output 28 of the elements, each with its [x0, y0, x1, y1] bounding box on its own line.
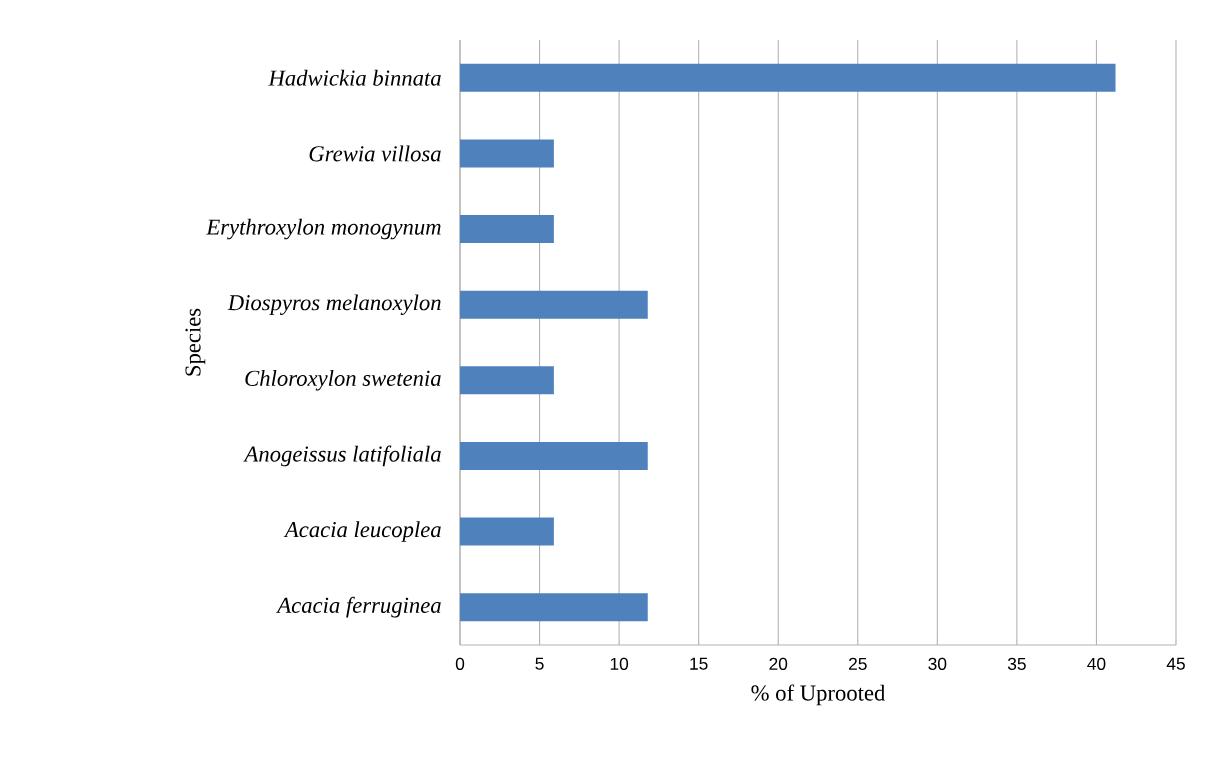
bar: [460, 290, 648, 319]
x-tick-label: 20: [769, 657, 788, 670]
bar: [460, 441, 648, 470]
bar: [460, 139, 554, 168]
y-tick-label: Chloroxylon swetenia: [245, 370, 441, 391]
y-tick-label: Acacia leucoplea: [283, 521, 441, 542]
y-tick-label: Grewia villosa: [309, 145, 441, 162]
x-tick-label: 5: [535, 657, 544, 670]
y-tick-label: Erythroxylon monogynum: [206, 218, 441, 240]
y-tick-label: Diospyros melanoxylon: [227, 294, 441, 315]
y-tick-label: Acacia ferruginea: [276, 596, 441, 618]
bar: [460, 593, 648, 622]
x-tick-label: 10: [610, 657, 629, 670]
y-axis-title: Species: [185, 308, 206, 376]
bar: [460, 366, 554, 395]
bar: [460, 215, 554, 244]
x-tick-label: 35: [1007, 657, 1026, 670]
x-tick-label: 15: [690, 657, 708, 670]
x-tick-label: 45: [1166, 657, 1185, 670]
bar: [460, 517, 554, 546]
x-tick-label: 40: [1087, 657, 1106, 670]
x-tick-label: 0: [455, 657, 465, 670]
x-tick-label: 30: [928, 657, 947, 670]
x-axis-title: % of Uprooted: [751, 684, 886, 706]
y-tick-label: Hadwickia binnata: [268, 69, 441, 86]
x-tick-label: 25: [849, 657, 867, 670]
bar: [460, 63, 1116, 92]
y-tick-label: Anogeissus latifoliala: [243, 445, 441, 467]
